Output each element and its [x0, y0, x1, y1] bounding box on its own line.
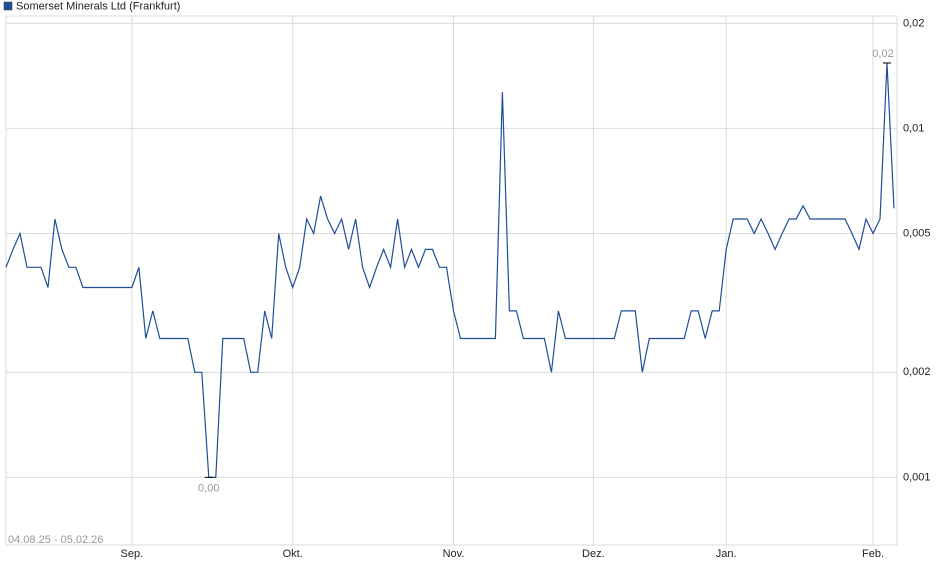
legend-swatch	[3, 1, 13, 11]
x-tick-label: Jan.	[716, 548, 737, 560]
legend-label: Somerset Minerals Ltd (Frankfurt)	[16, 0, 180, 12]
plot-area	[5, 15, 898, 546]
x-tick-label: Okt.	[283, 548, 303, 560]
x-tick-label: Sep.	[121, 548, 144, 560]
series-line	[5, 62, 895, 478]
x-tick-label: Nov.	[443, 548, 465, 560]
y-tick-label: 0,005	[903, 227, 931, 239]
x-tick-label: Feb.	[862, 548, 884, 560]
y-tick-label: 0,02	[903, 17, 924, 29]
high-label: 0,02	[872, 48, 893, 60]
x-tick-label: Dez.	[582, 548, 605, 560]
low-label: 0,00	[198, 482, 219, 494]
y-tick-label: 0,01	[903, 122, 924, 134]
y-tick-label: 0,002	[903, 366, 931, 378]
date-range: 04.08.25 - 05.02.26	[8, 534, 103, 546]
y-tick-label: 0,001	[903, 471, 931, 483]
